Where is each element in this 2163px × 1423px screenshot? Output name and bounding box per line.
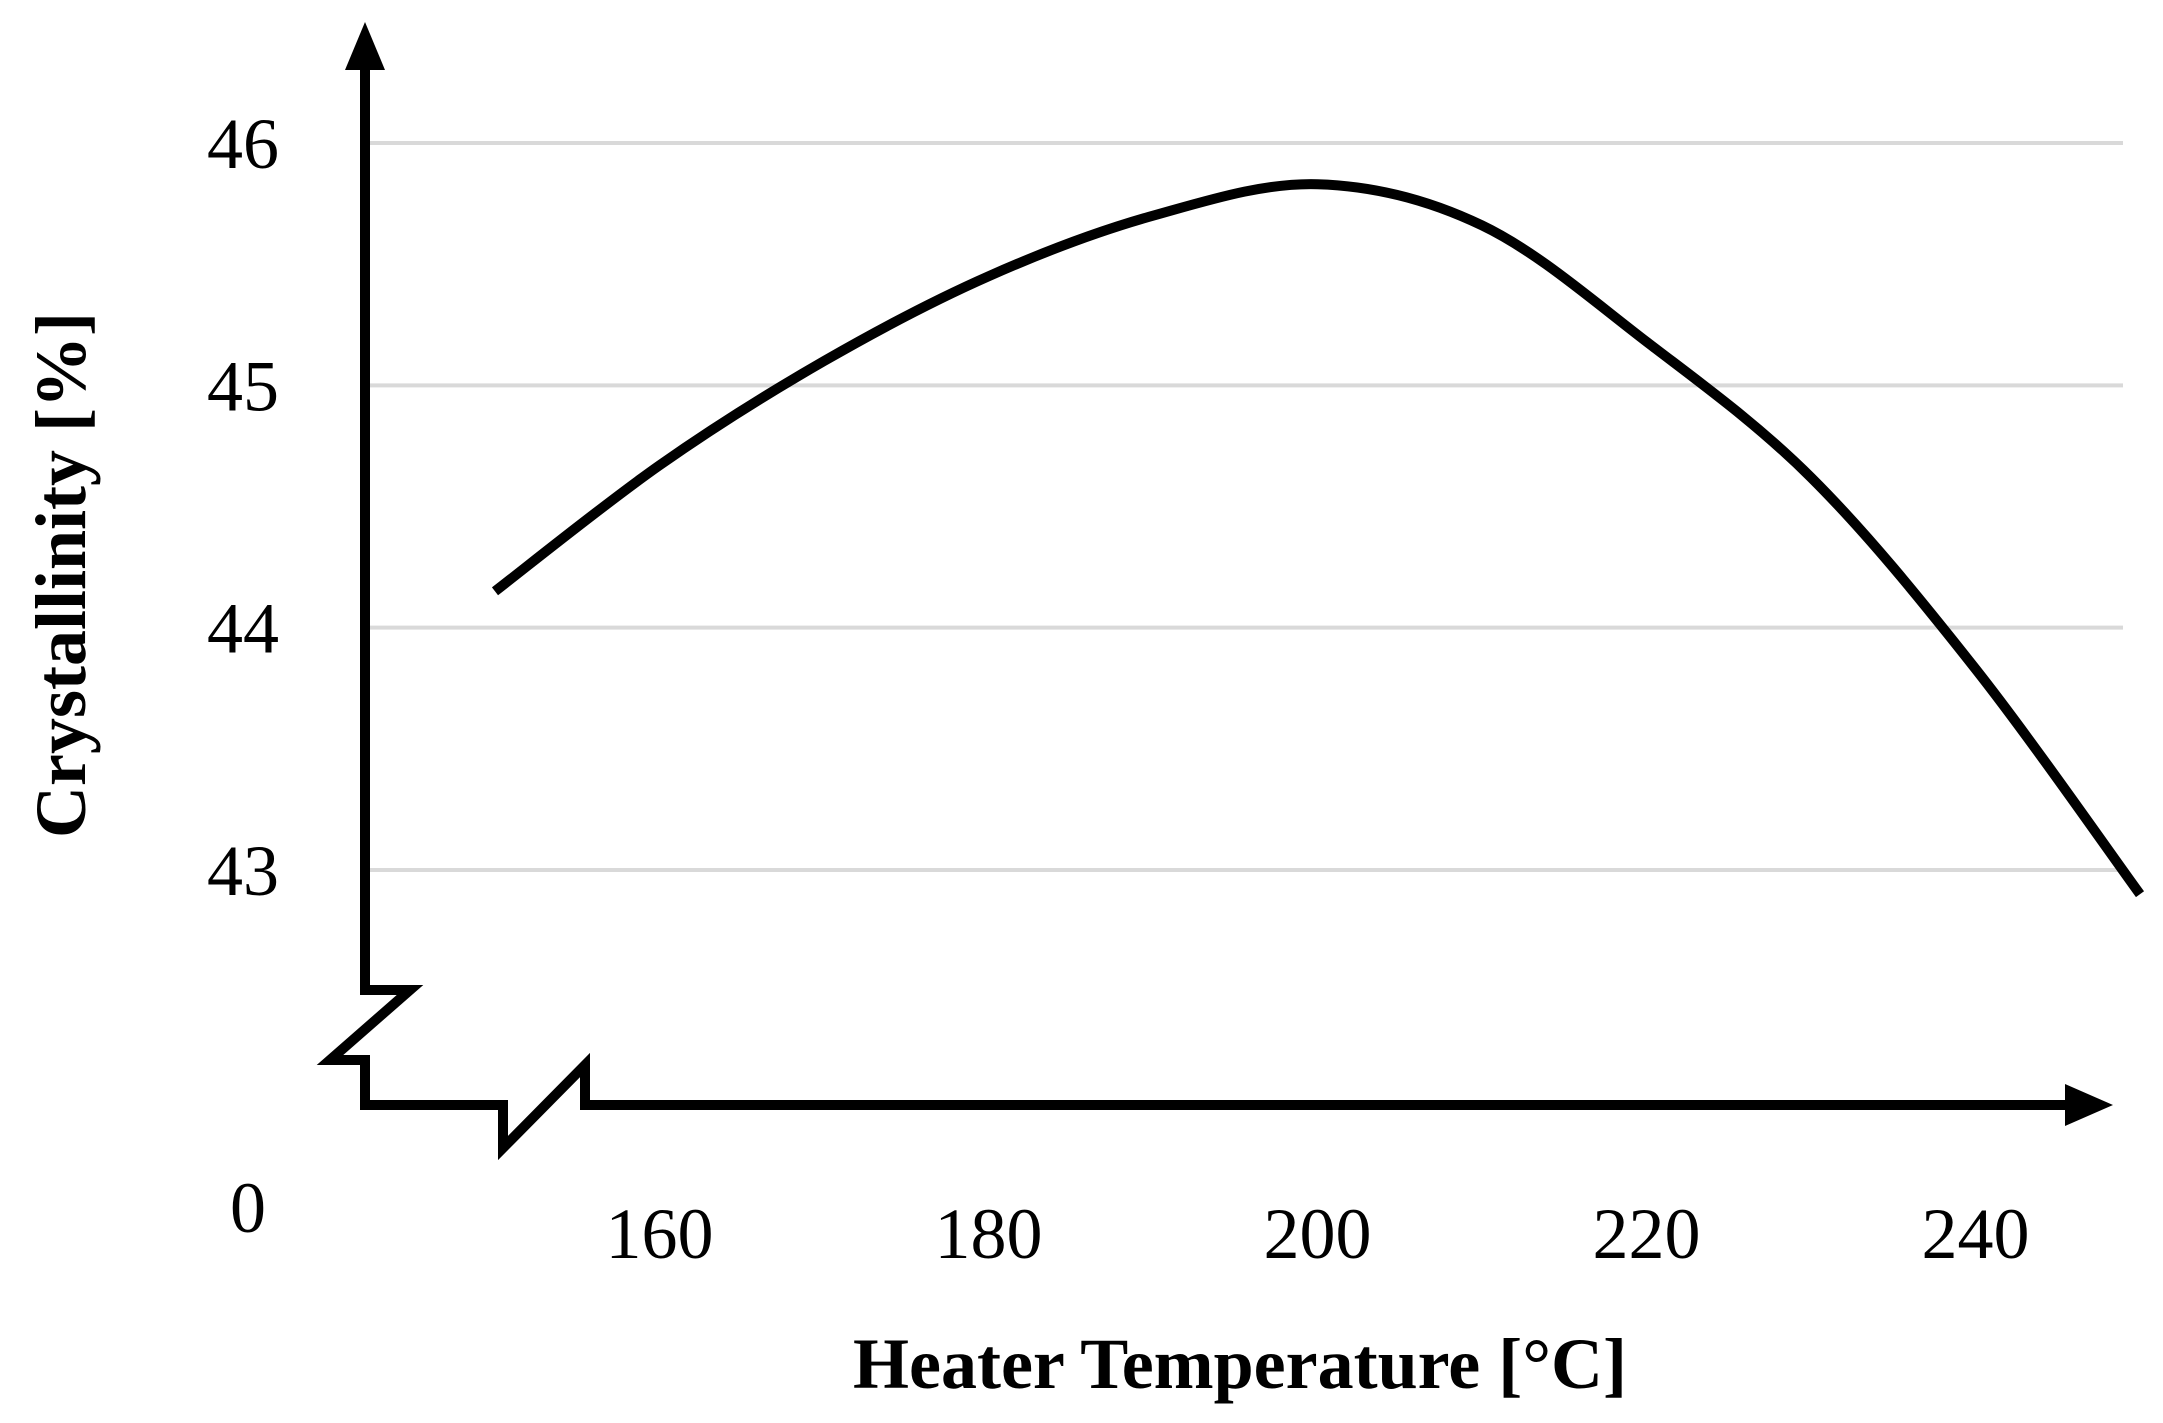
y-tick-label-43: 43 <box>207 831 279 911</box>
series-layer <box>491 179 2145 898</box>
axes <box>316 22 2113 1161</box>
y-tick-label-45: 45 <box>207 346 279 426</box>
y-axis-break <box>316 965 2070 1161</box>
x-tick-label-200: 200 <box>1264 1194 1372 1274</box>
y-axis-arrowhead <box>345 22 385 70</box>
y-axis-title: Crystallinity [%] <box>21 312 101 838</box>
x-tick-labels: 160 180 200 220 240 <box>606 1194 2030 1274</box>
x-tick-label-240: 240 <box>1922 1194 2030 1274</box>
series-line-0 <box>491 179 2145 898</box>
x-axis-title: Heater Temperature [°C] <box>853 1324 1627 1404</box>
x-tick-label-160: 160 <box>606 1194 714 1274</box>
x-tick-label-220: 220 <box>1593 1194 1701 1274</box>
y-tick-label-44: 44 <box>207 589 279 669</box>
origin-label: 0 <box>230 1168 266 1248</box>
x-axis-arrowhead <box>2065 1084 2113 1126</box>
horizontal-gridlines <box>365 141 2123 872</box>
y-tick-labels: 43 44 45 46 <box>207 104 279 911</box>
y-tick-label-46: 46 <box>207 104 279 184</box>
x-tick-label-180: 180 <box>935 1194 1043 1274</box>
